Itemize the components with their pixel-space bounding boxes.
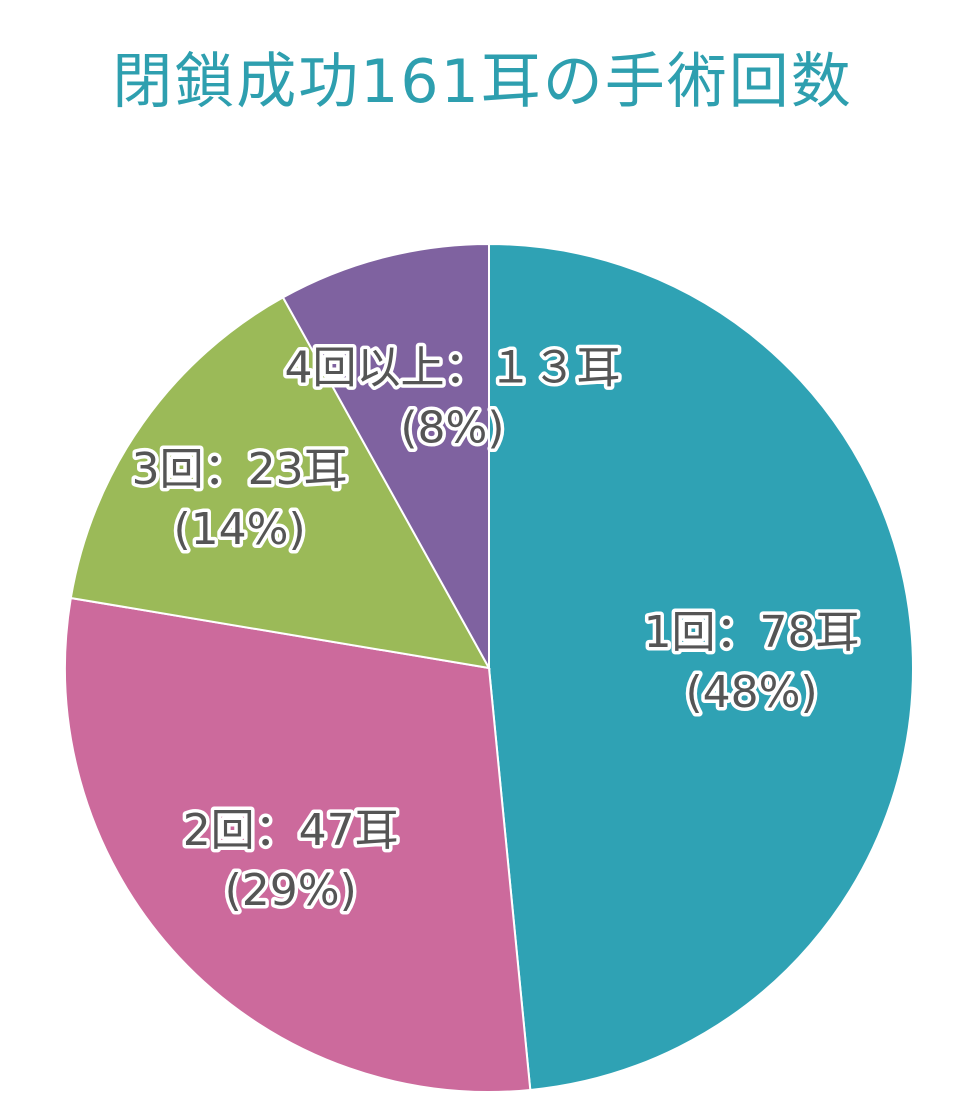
- pie-slice-2: [64, 596, 532, 1093]
- pie-labels: 1回：78耳 (48%) 2回：47耳 (29%) 3回：23耳 (14%) 4回以上：１３…: [128, 339, 863, 920]
- slice-percent-4: (8%): [400, 403, 504, 454]
- pie-slices: [64, 242, 914, 1093]
- slice-percent-3: (14%): [174, 504, 306, 555]
- chart-title: 閉鎖成功161耳の手術回数: [112, 47, 853, 117]
- slice-percent-2: (29%): [225, 865, 357, 916]
- slice-label-4: 4回以上：１３耳: [284, 343, 620, 394]
- slice-percent-1: (48%): [685, 667, 817, 718]
- slice-label-3: 3回：23耳: [132, 444, 348, 495]
- pie-slice-1: [488, 242, 914, 1092]
- pie-slice-3: [69, 296, 491, 670]
- slice-label-2: 2回：47耳: [183, 805, 399, 856]
- slice-label-1: 1回：78耳: [644, 607, 860, 658]
- pie-slice-4: [281, 242, 490, 672]
